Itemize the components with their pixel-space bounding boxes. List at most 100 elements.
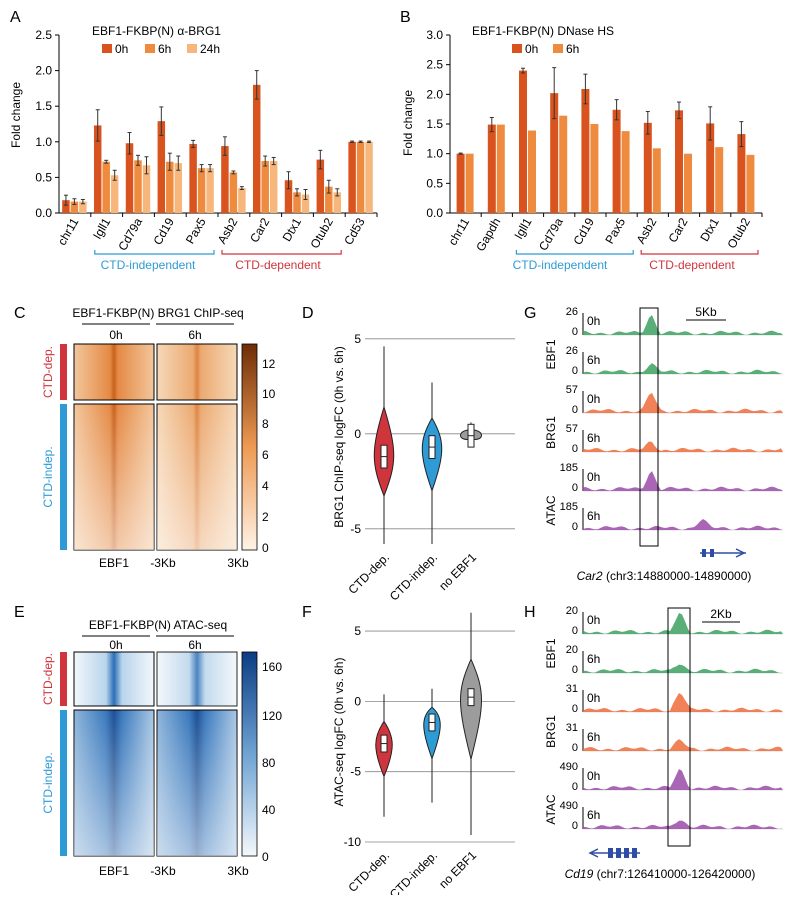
track-time: 0h bbox=[587, 392, 600, 406]
track-time: 0h bbox=[587, 613, 600, 627]
x-tick-label: chr11 bbox=[446, 215, 473, 248]
violin-d-ylabel: BRG1 ChIP-seq logFC (0h vs. 6h) bbox=[332, 346, 346, 527]
bar bbox=[706, 123, 715, 213]
track-max: 57 bbox=[566, 384, 578, 396]
x-tick-label: Car2 bbox=[665, 215, 690, 245]
heatmap-e-row-dep: CTD-dep. bbox=[41, 653, 55, 705]
heatmap-e: EBF1-FKBP(N) ATAC-seq 0h 6h CTD-dep. CTD… bbox=[41, 618, 282, 878]
track-signal bbox=[583, 363, 783, 374]
x-tick-label: Asb2 bbox=[215, 215, 241, 246]
y-tick-label: -5 bbox=[350, 522, 361, 536]
bar bbox=[621, 131, 630, 213]
heatmap-e-dep-0h bbox=[73, 651, 155, 707]
track-time: 0h bbox=[587, 314, 600, 328]
svg-text:160: 160 bbox=[262, 660, 282, 674]
bar bbox=[189, 143, 197, 213]
legend-6h-b: 6h bbox=[566, 42, 579, 56]
bar bbox=[684, 153, 692, 213]
heatmap-c-row-indep: CTD-indep. bbox=[41, 446, 55, 507]
y-tick-label: 1.0 bbox=[35, 135, 52, 149]
x-tick-label: Gapdh bbox=[473, 216, 503, 254]
x-tick-label: Asb2 bbox=[634, 215, 660, 246]
x-tick-label: Cd79a bbox=[115, 215, 145, 253]
heatmap-c-xlabel-ebf1: EBF1 bbox=[99, 556, 129, 570]
track-signal bbox=[583, 315, 783, 335]
track-max: 26 bbox=[566, 345, 578, 357]
track-factor: ATAC bbox=[544, 495, 558, 526]
panel-letter-a: A bbox=[10, 9, 21, 26]
highlight-box bbox=[667, 607, 691, 847]
gene-exon bbox=[632, 848, 637, 858]
violin-f-ylabel: ATAC-seq logFC (0h vs. 6h) bbox=[332, 658, 346, 807]
track-zero: 0 bbox=[572, 625, 578, 637]
svg-text:80: 80 bbox=[262, 756, 276, 770]
y-tick-label: 0 bbox=[354, 694, 361, 708]
violin-chart-f: ATAC-seq logFC (0h vs. 6h) 5 0 -5 -10CTD-de… bbox=[332, 612, 515, 900]
bar bbox=[166, 161, 174, 213]
x-tick-label: Cd19 bbox=[571, 215, 598, 247]
gene-arrow bbox=[735, 548, 746, 558]
bar bbox=[62, 200, 70, 213]
bar bbox=[70, 201, 79, 213]
group-bracket bbox=[221, 250, 342, 255]
group-label-ctd-independent-a: CTD-independent bbox=[101, 258, 196, 272]
heatmap-c-col-0h: 0h bbox=[109, 328, 122, 342]
y-tick-label: 0.5 bbox=[426, 176, 443, 190]
track-factor: ATAC bbox=[544, 794, 558, 825]
heatmap-c: EBF1-FKBP(N) BRG1 ChIP-seq 0h 6h CTD-dep… bbox=[41, 306, 276, 570]
x-tick-label: Cd79a bbox=[536, 215, 566, 253]
bar bbox=[550, 93, 559, 213]
track-signal bbox=[583, 393, 783, 413]
track-max: 490 bbox=[560, 800, 578, 812]
group-bracket bbox=[640, 250, 759, 255]
x-tick-label: CTD-dep. bbox=[345, 848, 392, 895]
svg-text:0: 0 bbox=[262, 850, 269, 864]
locus-label: Car2 (chr3:14880000-14890000) bbox=[577, 569, 752, 583]
bar bbox=[261, 161, 269, 213]
group-bracket bbox=[515, 250, 634, 255]
track-time: 0h bbox=[587, 769, 600, 783]
x-tick-label: Otub2 bbox=[307, 215, 336, 251]
x-tick-label: no EBF1 bbox=[436, 848, 479, 891]
bar bbox=[134, 160, 142, 213]
bar bbox=[456, 153, 465, 213]
heatmap-e-title: EBF1-FKBP(N) ATAC-seq bbox=[89, 618, 227, 632]
track-zero: 0 bbox=[572, 703, 578, 715]
panel-letter-e: E bbox=[14, 604, 25, 621]
x-tick-label: CTD-indep. bbox=[387, 848, 440, 895]
x-tick-label: chr11 bbox=[55, 215, 82, 248]
heatmap-c-title: EBF1-FKBP(N) BRG1 ChIP-seq bbox=[72, 306, 243, 320]
track-zero: 0 bbox=[572, 326, 578, 338]
svg-text:40: 40 bbox=[262, 803, 276, 817]
bar bbox=[157, 121, 166, 213]
y-tick-label: 2.5 bbox=[35, 28, 52, 42]
bar bbox=[348, 141, 356, 213]
bar bbox=[269, 161, 278, 213]
scalebar-label: 2Kb bbox=[710, 607, 732, 621]
chart-a-ylabel: Fold change bbox=[9, 82, 23, 148]
chart-a-title: EBF1-FKBP(N) α-BRG1 bbox=[92, 24, 221, 38]
track-max: 26 bbox=[566, 306, 578, 318]
chart-a-legend: 0h 6h 24h bbox=[102, 42, 220, 56]
bar bbox=[746, 154, 755, 213]
gene-exon bbox=[624, 848, 629, 858]
bar bbox=[465, 153, 474, 213]
bar bbox=[528, 130, 536, 213]
heatmap-c-dep-0h bbox=[73, 343, 155, 401]
track-signal bbox=[583, 518, 783, 530]
gene-arrow bbox=[588, 848, 599, 858]
bar bbox=[559, 115, 568, 213]
track-factor: BRG1 bbox=[544, 416, 558, 449]
panel-letter-g: G bbox=[524, 305, 536, 322]
track-max: 31 bbox=[566, 722, 578, 734]
track-time: 6h bbox=[587, 353, 600, 367]
colorbar-e-ticks: 160 120 80 40 0 bbox=[262, 660, 282, 864]
heatmap-c-xlabel-3kb: 3Kb bbox=[227, 556, 249, 570]
y-tick-label: 5 bbox=[354, 624, 361, 638]
chart-b-legend: 0h 6h bbox=[512, 42, 579, 56]
bar bbox=[197, 168, 206, 213]
y-tick-label: 3.0 bbox=[426, 28, 443, 42]
group-label-ctd-dependent-a: CTD-dependent bbox=[235, 258, 321, 272]
legend-0h-b: 0h bbox=[525, 42, 538, 56]
